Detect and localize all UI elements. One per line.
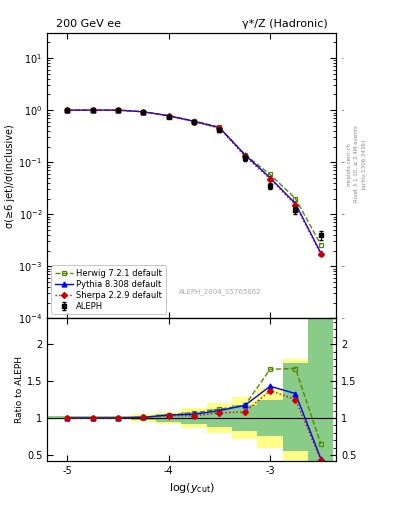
Sherpa 2.2.9 default — [268, 176, 272, 182]
Text: ALEPH_2004_S5765862: ALEPH_2004_S5765862 — [179, 289, 262, 295]
Sherpa 2.2.9 default — [318, 251, 323, 258]
Herwig 7.2.1 default — [217, 124, 222, 130]
Herwig 7.2.1 default — [141, 109, 146, 115]
Herwig 7.2.1 default — [268, 172, 272, 178]
Herwig 7.2.1 default — [192, 118, 196, 124]
Sherpa 2.2.9 default — [141, 109, 146, 115]
Sherpa 2.2.9 default — [166, 113, 171, 119]
Pythia 8.308 default — [116, 107, 121, 113]
Sherpa 2.2.9 default — [65, 107, 70, 113]
Pythia 8.308 default — [293, 201, 298, 207]
Herwig 7.2.1 default — [116, 107, 121, 113]
Pythia 8.308 default — [318, 250, 323, 256]
Sherpa 2.2.9 default — [90, 107, 95, 113]
Sherpa 2.2.9 default — [217, 125, 222, 131]
Legend: Herwig 7.2.1 default, Pythia 8.308 default, Sherpa 2.2.9 default, ALEPH: Herwig 7.2.1 default, Pythia 8.308 defau… — [51, 265, 165, 314]
Line: Sherpa 2.2.9 default: Sherpa 2.2.9 default — [65, 108, 323, 257]
Pythia 8.308 default — [268, 175, 272, 181]
Herwig 7.2.1 default — [318, 242, 323, 248]
Sherpa 2.2.9 default — [192, 119, 196, 125]
Pythia 8.308 default — [65, 107, 70, 113]
Text: mcplots.cern.ch: mcplots.cern.ch — [347, 142, 351, 186]
Herwig 7.2.1 default — [242, 152, 247, 158]
Herwig 7.2.1 default — [90, 107, 95, 113]
Y-axis label: Ratio to ALEPH: Ratio to ALEPH — [15, 356, 24, 423]
Text: [arXiv:1306.3436]: [arXiv:1306.3436] — [361, 139, 365, 189]
Herwig 7.2.1 default — [293, 196, 298, 202]
Line: Pythia 8.308 default: Pythia 8.308 default — [65, 108, 323, 255]
X-axis label: log($y_{\rm cut}$): log($y_{\rm cut}$) — [169, 481, 215, 495]
Herwig 7.2.1 default — [65, 107, 70, 113]
Sherpa 2.2.9 default — [116, 107, 121, 113]
Text: γ*/Z (Hadronic): γ*/Z (Hadronic) — [242, 19, 327, 29]
Sherpa 2.2.9 default — [293, 202, 298, 208]
Pythia 8.308 default — [217, 124, 222, 131]
Sherpa 2.2.9 default — [242, 153, 247, 159]
Text: Rivet 3.1.10, ≥ 2.4M events: Rivet 3.1.10, ≥ 2.4M events — [354, 125, 359, 202]
Pythia 8.308 default — [192, 118, 196, 124]
Pythia 8.308 default — [242, 152, 247, 158]
Pythia 8.308 default — [166, 113, 171, 119]
Pythia 8.308 default — [141, 109, 146, 115]
Line: Herwig 7.2.1 default: Herwig 7.2.1 default — [65, 108, 323, 247]
Y-axis label: σ(≥6 jet)/σ(inclusive): σ(≥6 jet)/σ(inclusive) — [6, 124, 15, 228]
Herwig 7.2.1 default — [166, 113, 171, 119]
Text: 200 GeV ee: 200 GeV ee — [56, 19, 121, 29]
Pythia 8.308 default — [90, 107, 95, 113]
